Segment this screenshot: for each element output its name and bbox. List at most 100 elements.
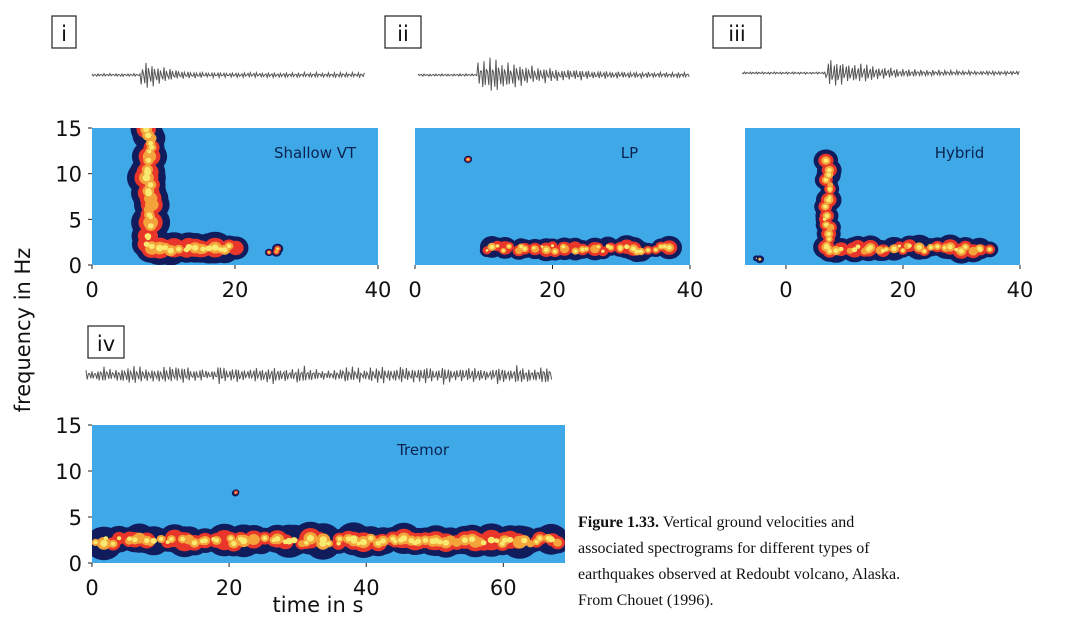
energy-blob [393,539,398,544]
energy-blob [823,244,829,250]
energy-blob [596,245,600,249]
x-axis-label: time in s [273,593,364,617]
energy-blob [897,244,902,248]
energy-blob [169,537,174,542]
energy-blob [758,258,761,261]
energy-blob [230,540,237,547]
energy-blob [180,536,186,542]
energy-blob [487,536,496,544]
energy-blob [93,540,98,545]
energy-blob [143,128,150,133]
energy-blob [501,537,508,543]
x-tick-label: 0 [85,278,98,302]
energy-blob [148,243,155,250]
energy-blob [116,536,122,541]
annotation: Tremor [396,441,450,459]
energy-blob [228,536,234,541]
energy-blob [345,536,352,542]
caption-line: Figure 1.33. Vertical ground velocities … [578,514,854,531]
energy-blob [147,223,154,229]
x-tick-label: 20 [890,278,917,302]
spectral-energy [463,155,682,262]
energy-blob [534,539,539,544]
energy-blob [532,246,536,250]
x-tick-label: 40 [353,576,380,600]
panel-label: iii [728,22,746,46]
y-tick-label: 5 [69,208,82,232]
panel-label-box [712,15,762,49]
energy-blob [167,247,174,254]
energy-blob [553,249,557,254]
energy-blob [480,540,487,546]
energy-blob [526,540,535,548]
energy-blob [822,217,827,221]
energy-blob [176,246,182,252]
energy-blob [144,169,152,176]
energy-blob [833,248,839,254]
energy-blob [192,244,199,251]
energy-blob [826,167,832,173]
energy-blob [867,245,874,250]
energy-blob [145,132,152,139]
energy-blob [400,535,408,542]
energy-blob [422,537,429,543]
energy-blob [958,248,965,254]
panel-label: iv [97,332,115,356]
energy-blob [380,538,387,544]
spectral-energy [753,149,999,264]
energy-blob [234,492,236,494]
energy-blob [290,537,298,544]
energy-blob [824,222,829,227]
energy-blob [891,246,897,252]
x-tick-label: 60 [490,576,517,600]
panel-label-box [51,15,77,49]
energy-blob [191,540,198,546]
x-tick-label: 20 [222,278,249,302]
energy-blob [947,244,953,250]
energy-blob [573,249,578,254]
energy-blob [156,244,164,252]
energy-blob [143,241,150,247]
energy-blob [826,172,832,177]
energy-blob [922,249,927,253]
energy-blob [630,246,637,251]
energy-blob [485,249,489,252]
energy-blob [634,249,640,254]
energy-blob [550,537,556,542]
energy-blob [978,247,983,252]
y-tick-label: 0 [69,254,82,278]
energy-blob [543,247,549,253]
y-tick-label: 15 [55,414,82,438]
energy-blob [326,541,332,546]
energy-blob [519,245,523,249]
energy-blob [884,247,888,251]
energy-blob [468,536,476,543]
energy-blob [442,539,450,546]
energy-blob [337,536,342,541]
y-tick-label: 5 [69,506,82,530]
energy-blob [132,537,138,543]
energy-blob [240,537,248,545]
energy-blob [826,223,835,231]
waveform [741,60,1020,86]
energy-blob [521,537,528,544]
energy-blob [493,538,500,543]
energy-blob [461,537,468,543]
waveform [91,62,365,88]
energy-blob [150,537,157,544]
energy-blob [148,141,154,146]
energy-blob [306,534,314,542]
energy-blob [618,245,623,250]
energy-blob [247,534,260,545]
energy-blob [437,539,443,545]
energy-blob [601,249,605,253]
energy-blob [823,204,828,209]
energy-blob [507,244,511,248]
energy-blob [145,189,153,197]
x-tick-label: 40 [365,278,392,302]
energy-blob [935,244,940,249]
caption-line: associated spectrograms for different ty… [578,540,870,557]
energy-blob [826,231,832,237]
energy-blob [838,246,844,252]
energy-blob [144,537,150,544]
